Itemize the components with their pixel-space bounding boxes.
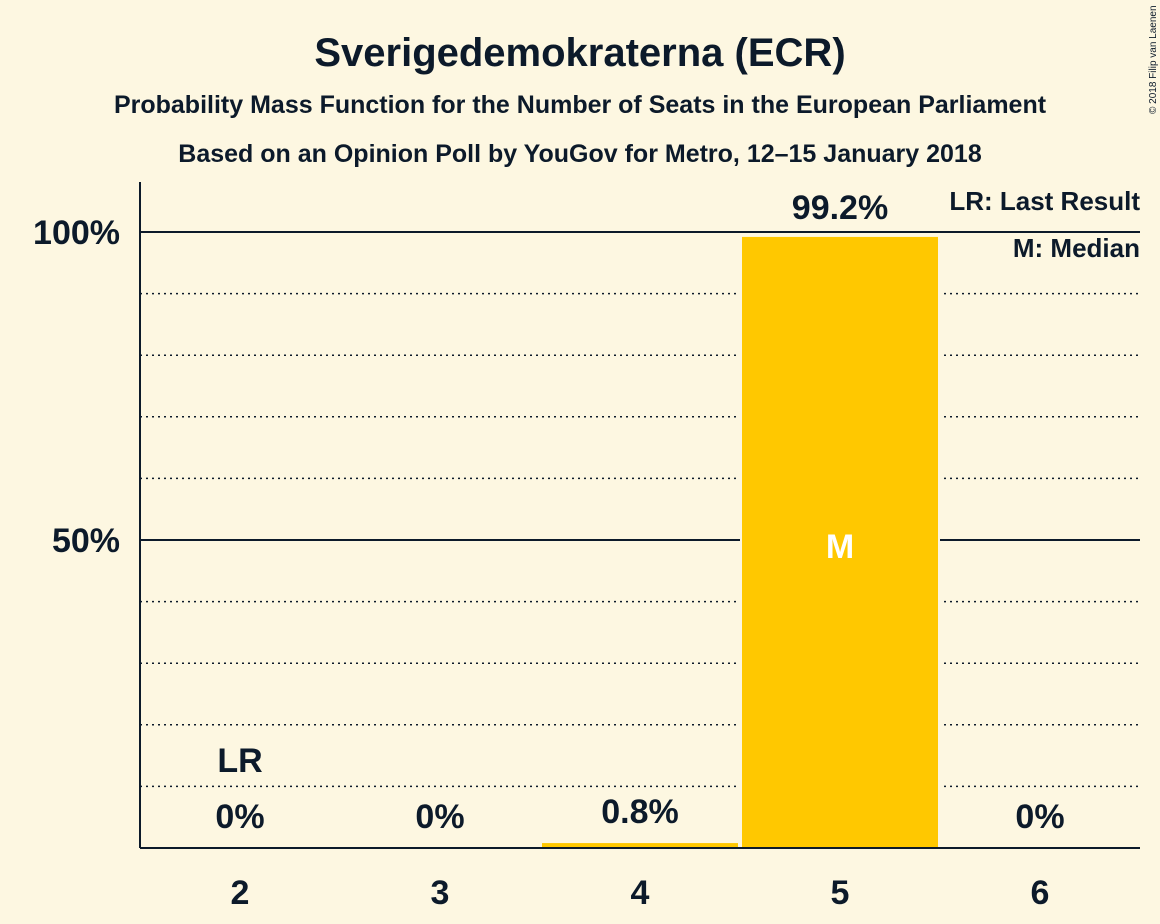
gridlines [140, 231, 1140, 788]
x-tick-label: 4 [631, 874, 650, 912]
data-label: 0% [1015, 798, 1064, 836]
x-tick-label: 2 [231, 874, 250, 912]
data-label: 0.8% [601, 793, 679, 831]
y-tick-label: 100% [33, 214, 120, 252]
chart-subtitle-source: Based on an Opinion Poll by YouGov for M… [178, 140, 982, 168]
last-result-marker: LR [217, 742, 262, 780]
bar [742, 236, 938, 849]
chart-subtitle: Probability Mass Function for the Number… [114, 91, 1047, 119]
x-tick-label: 6 [1031, 874, 1050, 912]
data-label: 0% [415, 798, 464, 836]
copyright-notice: © 2018 Filip van Laenen [1148, 5, 1159, 114]
data-labels: 0% LR 0% 0.8% 99.2% M 0% [215, 189, 1064, 836]
x-tick-label: 5 [831, 874, 850, 912]
legend-last-result: LR: Last Result [949, 186, 1140, 216]
median-marker: M [826, 528, 854, 566]
y-tick-label: 50% [52, 522, 120, 560]
chart-title: Sverigedemokraterna (ECR) [314, 31, 845, 75]
x-tick-label: 3 [431, 874, 450, 912]
bars [540, 236, 940, 849]
legend-median: M: Median [1013, 233, 1140, 263]
data-label: 99.2% [792, 189, 888, 227]
bar [542, 843, 738, 848]
data-label: 0% [215, 798, 264, 836]
axes: 50% 100% 2 3 4 5 6 [33, 182, 1140, 912]
